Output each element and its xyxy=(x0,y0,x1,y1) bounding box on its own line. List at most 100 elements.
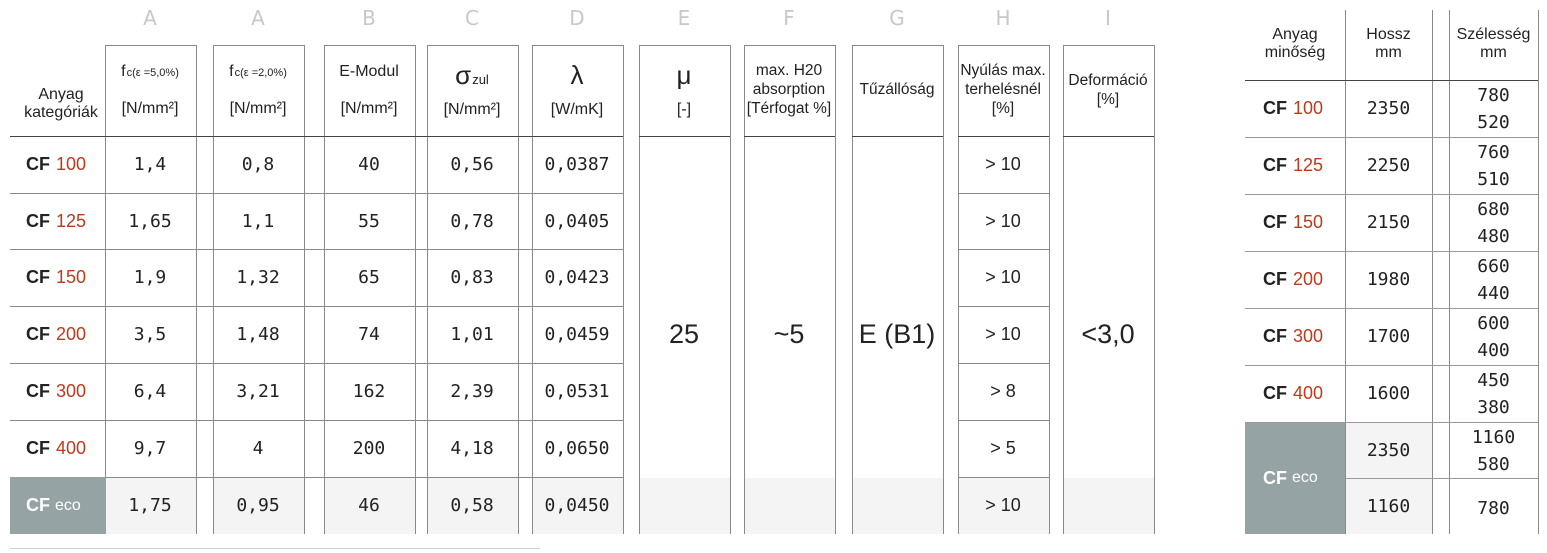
header-unit: [-] xyxy=(676,101,692,119)
eco-row-fill xyxy=(1063,478,1154,534)
column-letter: H xyxy=(995,6,1011,30)
header-unit: [N/mm²] xyxy=(121,99,179,117)
column-header: E-Modul [N/mm²] xyxy=(324,45,415,136)
header-lines: Nyúlás max. terhelésnél [%] xyxy=(960,62,1045,119)
table-cell: 0,0531 xyxy=(544,381,610,402)
size-category-label: CF eco xyxy=(1263,422,1318,534)
table-cell: 0,95 xyxy=(236,495,280,516)
size-row-line xyxy=(1245,137,1538,138)
row-header-label: Anyag kategóriák xyxy=(18,76,104,132)
table-cell: 46 xyxy=(358,495,380,516)
table-cell-elongation: > 10 xyxy=(985,211,1021,231)
size-length: 1700 xyxy=(1366,326,1411,347)
category-prefix: CF xyxy=(26,211,50,231)
size-category-label: CF 125 xyxy=(1263,137,1323,194)
column-border-right xyxy=(729,45,731,534)
header-top-text: f xyxy=(121,63,126,81)
size-row-line xyxy=(1245,251,1538,252)
table-cell: 1,1 xyxy=(241,211,275,232)
category-label: CF 125 xyxy=(26,193,86,250)
row-line-h xyxy=(957,193,1049,194)
merged-cell-mu: 25 xyxy=(668,319,700,349)
header-line: [%] xyxy=(991,99,1015,117)
size-width: 400 xyxy=(1477,339,1510,361)
row-line-h xyxy=(957,477,1049,478)
eco-row-fill xyxy=(532,478,623,534)
category-prefix: CF xyxy=(1263,269,1287,289)
table-cell: 4,18 xyxy=(450,438,494,459)
category-label: CF eco xyxy=(26,477,81,534)
table-cell: 0,0459 xyxy=(544,324,610,345)
category-prefix: CF xyxy=(1263,155,1287,175)
category-label: CF 100 xyxy=(26,136,86,193)
size-width: 680 xyxy=(1477,198,1510,220)
table-cell: 65 xyxy=(358,267,380,288)
header-top-line xyxy=(104,45,196,46)
category-label: CF 400 xyxy=(26,420,86,477)
header-symbol-char: λ xyxy=(570,60,584,91)
category-prefix: CF xyxy=(1263,383,1287,403)
header-top-text: E-Modul xyxy=(339,63,399,81)
column-border-left xyxy=(851,45,853,534)
row-header-text: kategóriák xyxy=(24,104,98,121)
size-row-line xyxy=(1245,80,1538,81)
column-border-left xyxy=(743,45,745,534)
table-cell: 40 xyxy=(358,154,380,175)
header-top-line xyxy=(531,45,623,46)
header-symbol: f c(ε =2,0%) xyxy=(229,63,287,81)
merged-cell-fire: E (B1) xyxy=(858,319,936,349)
size-width: 510 xyxy=(1477,168,1510,190)
column-header: f c(ε =5,0%) [N/mm²] xyxy=(105,45,196,136)
category-grade: 400 xyxy=(56,438,87,458)
column-border-right xyxy=(414,45,416,534)
header-top-text: f xyxy=(229,63,234,81)
size-col-border xyxy=(1345,10,1346,534)
column-border-left xyxy=(957,45,959,534)
table-cell: 162 xyxy=(352,381,386,402)
column-header: λ [W/mK] xyxy=(532,45,623,136)
merged-cell-absorption: ~5 xyxy=(773,319,805,349)
size-width: 520 xyxy=(1477,111,1510,133)
size-width: 440 xyxy=(1477,282,1510,304)
category-prefix: CF xyxy=(26,438,50,458)
row-line-merged xyxy=(638,136,730,137)
category-grade: 200 xyxy=(1293,269,1324,289)
size-header-text: minőség xyxy=(1264,44,1326,61)
table-cell: 0,0450 xyxy=(544,495,610,516)
row-line-merged xyxy=(851,136,943,137)
size-row-line xyxy=(1245,365,1538,366)
table-cell: 3,21 xyxy=(236,381,280,402)
header-line: absorption xyxy=(752,81,826,99)
eco-row-fill xyxy=(744,478,835,534)
size-col-border xyxy=(1432,10,1433,534)
column-header: max. H20 absorption [Térfogat %] xyxy=(744,45,835,136)
size-width: 780 xyxy=(1477,84,1510,106)
header-symbol-char: μ xyxy=(676,60,692,91)
header-unit: [N/mm²] xyxy=(229,99,287,117)
eco-category-fill xyxy=(10,477,106,534)
category-prefix: CF xyxy=(1263,98,1287,118)
header-line: [%] xyxy=(1096,90,1120,108)
size-header-text: mm xyxy=(1375,44,1402,61)
column-letter: F xyxy=(783,6,795,30)
category-grade: 125 xyxy=(56,211,87,231)
column-letter: E xyxy=(677,6,691,30)
eco-row-fill xyxy=(105,478,196,534)
table-cell: 0,0423 xyxy=(544,267,610,288)
column-letter: G xyxy=(889,6,905,30)
column-border-left xyxy=(638,45,640,534)
size-width: 480 xyxy=(1477,225,1510,247)
size-width: 580 xyxy=(1477,453,1510,475)
header-top-line xyxy=(851,45,943,46)
row-line-h xyxy=(957,306,1049,307)
header-lines: Deformáció [%] xyxy=(1068,72,1147,110)
size-width: 1160 xyxy=(1471,426,1516,448)
size-category-label: CF 400 xyxy=(1263,365,1323,422)
header-line: Deformáció xyxy=(1068,71,1148,89)
table-cell: 2,39 xyxy=(450,381,494,402)
table-cell: 0,0405 xyxy=(544,211,610,232)
header-symbol: μ xyxy=(676,60,692,91)
column-header: σ zul [N/mm²] xyxy=(427,45,518,136)
table-cell: 3,5 xyxy=(133,324,167,345)
column-border-right xyxy=(834,45,836,534)
